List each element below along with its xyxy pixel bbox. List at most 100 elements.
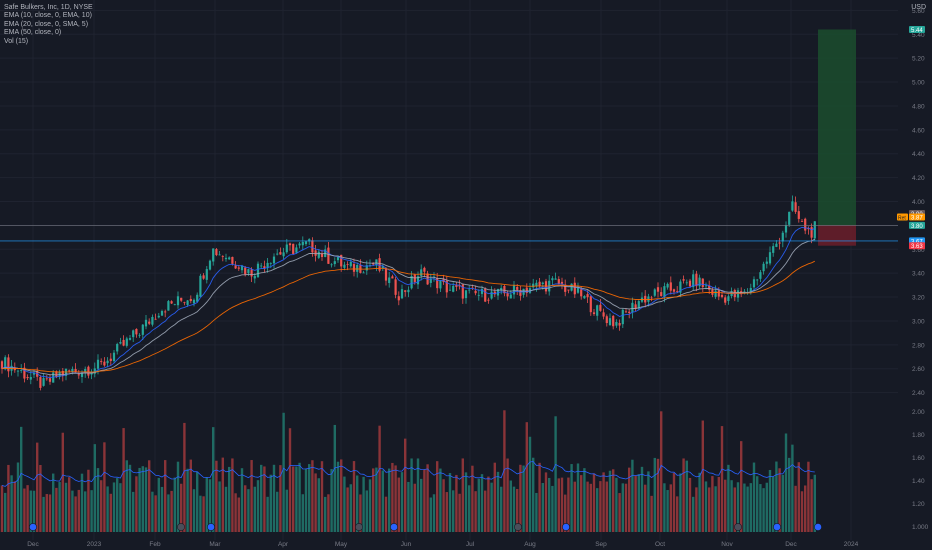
price-tick-label: 3.20: [912, 295, 925, 302]
dividend-marker: [207, 523, 215, 531]
volume-bar: [288, 428, 292, 532]
candle-body: [608, 318, 612, 325]
volume-bar: [580, 475, 583, 532]
volume-bar: [109, 493, 112, 532]
volume-bar: [788, 457, 791, 532]
volume-bar: [589, 483, 592, 532]
candle-body: [96, 359, 100, 369]
volume-bar: [458, 493, 461, 532]
volume-bar: [682, 458, 685, 532]
volume-bar: [400, 472, 404, 532]
volume-bar: [570, 464, 573, 532]
volume-bar: [564, 494, 567, 532]
time-tick-label: Dec: [27, 541, 39, 548]
volume-bar: [628, 467, 631, 532]
volume-bar: [292, 466, 295, 532]
volume-bar: [349, 484, 352, 532]
price-axis[interactable]: 5.60 5.40 5.20 5.00 4.80 4.60 4.40 4.20 4.00 3.80…: [897, 8, 929, 531]
volume-bar: [317, 478, 320, 532]
volume-bar: [685, 460, 688, 532]
price-label-tag-box: [897, 213, 908, 221]
volume-bar: [71, 490, 74, 532]
volume-bar: [276, 491, 279, 532]
volume-bar: [471, 465, 474, 532]
volume-tick-label: 1.40: [912, 478, 925, 485]
time-tick-label: Jul: [466, 541, 475, 548]
volume-bar: [487, 476, 490, 532]
dividend-marker: [773, 523, 781, 531]
volume-bar: [29, 490, 32, 532]
candle-body: [90, 372, 93, 375]
volume-bar: [138, 467, 141, 532]
volume-bar: [205, 477, 208, 532]
candle-body: [244, 267, 247, 275]
volume-bar: [208, 479, 212, 532]
ema10-line: [1, 226, 816, 379]
candle-body: [567, 289, 570, 291]
volume-bar: [532, 457, 535, 532]
legend-ema50[interactable]: EMA (50, close, 0): [4, 29, 62, 37]
volume-bar: [804, 485, 807, 532]
candle-body: [205, 269, 208, 280]
candle-body: [391, 276, 394, 279]
candle-body: [317, 251, 320, 258]
volume-tick-label: 1.80: [912, 432, 925, 439]
volume-bar: [378, 425, 381, 532]
candle-body: [596, 305, 599, 316]
candle-body: [445, 280, 448, 293]
candle-body: [202, 275, 205, 279]
legend-ema20[interactable]: EMA (20, close, 0, SMA, 5): [4, 20, 89, 28]
candle-body: [797, 211, 800, 219]
candle-body: [61, 370, 64, 376]
price-tick-label: 5.20: [912, 56, 925, 63]
volume-bar: [228, 466, 231, 532]
candle-body: [480, 288, 484, 294]
candle-body: [128, 338, 132, 340]
candle-body: [698, 277, 701, 287]
candle-body: [624, 311, 628, 313]
candle-body: [119, 342, 122, 344]
volume-bar: [535, 492, 538, 532]
candle-body: [260, 265, 263, 267]
long-position-tool[interactable]: [818, 29, 856, 246]
candle-body: [516, 287, 519, 290]
candle-body: [141, 324, 144, 335]
candle-body: [538, 281, 541, 286]
legend-ema10[interactable]: EMA (10, close, 0, EMA, 10): [4, 12, 92, 20]
candle-body: [45, 378, 48, 380]
candle-body: [420, 269, 423, 276]
legend-volume[interactable]: Vol (15): [4, 37, 29, 45]
candle-body: [250, 269, 253, 277]
currency-label[interactable]: USD: [911, 4, 926, 11]
volume-bar: [448, 473, 452, 532]
volume-bar: [461, 458, 464, 532]
volume-bar: [122, 428, 125, 532]
time-tick-label: Sep: [595, 541, 607, 548]
time-tick-label: Jun: [401, 541, 412, 548]
candle-body: [762, 263, 765, 272]
volume-bar: [666, 490, 669, 532]
horizontal-lines[interactable]: [0, 224, 898, 242]
event-markers[interactable]: [29, 523, 822, 531]
volume-bar: [583, 468, 586, 532]
time-axis[interactable]: Dec 2023 Feb Mar Apr May Jun Jul Aug Sep Oct Nov Dec…: [27, 541, 858, 548]
candle-body: [343, 264, 346, 268]
volume-bar: [314, 473, 317, 532]
candle-body: [628, 311, 631, 313]
candle-body: [298, 243, 301, 246]
volume-bar: [269, 474, 272, 532]
candle-body: [416, 276, 420, 285]
candle-body: [468, 289, 471, 291]
candle-body: [106, 360, 109, 364]
price-tick-label: 4.40: [912, 151, 925, 158]
candle-body: [448, 289, 452, 291]
volume-bar: [330, 469, 333, 532]
volume-bar: [7, 464, 10, 532]
volume-bar: [749, 483, 752, 532]
candle-body: [525, 287, 528, 293]
volume-bar: [20, 426, 23, 532]
volume-bar: [647, 471, 650, 532]
legend-title[interactable]: Safe Bulkers, Inc, 1D, NYSE: [4, 4, 93, 11]
volume-bar: [640, 466, 644, 532]
